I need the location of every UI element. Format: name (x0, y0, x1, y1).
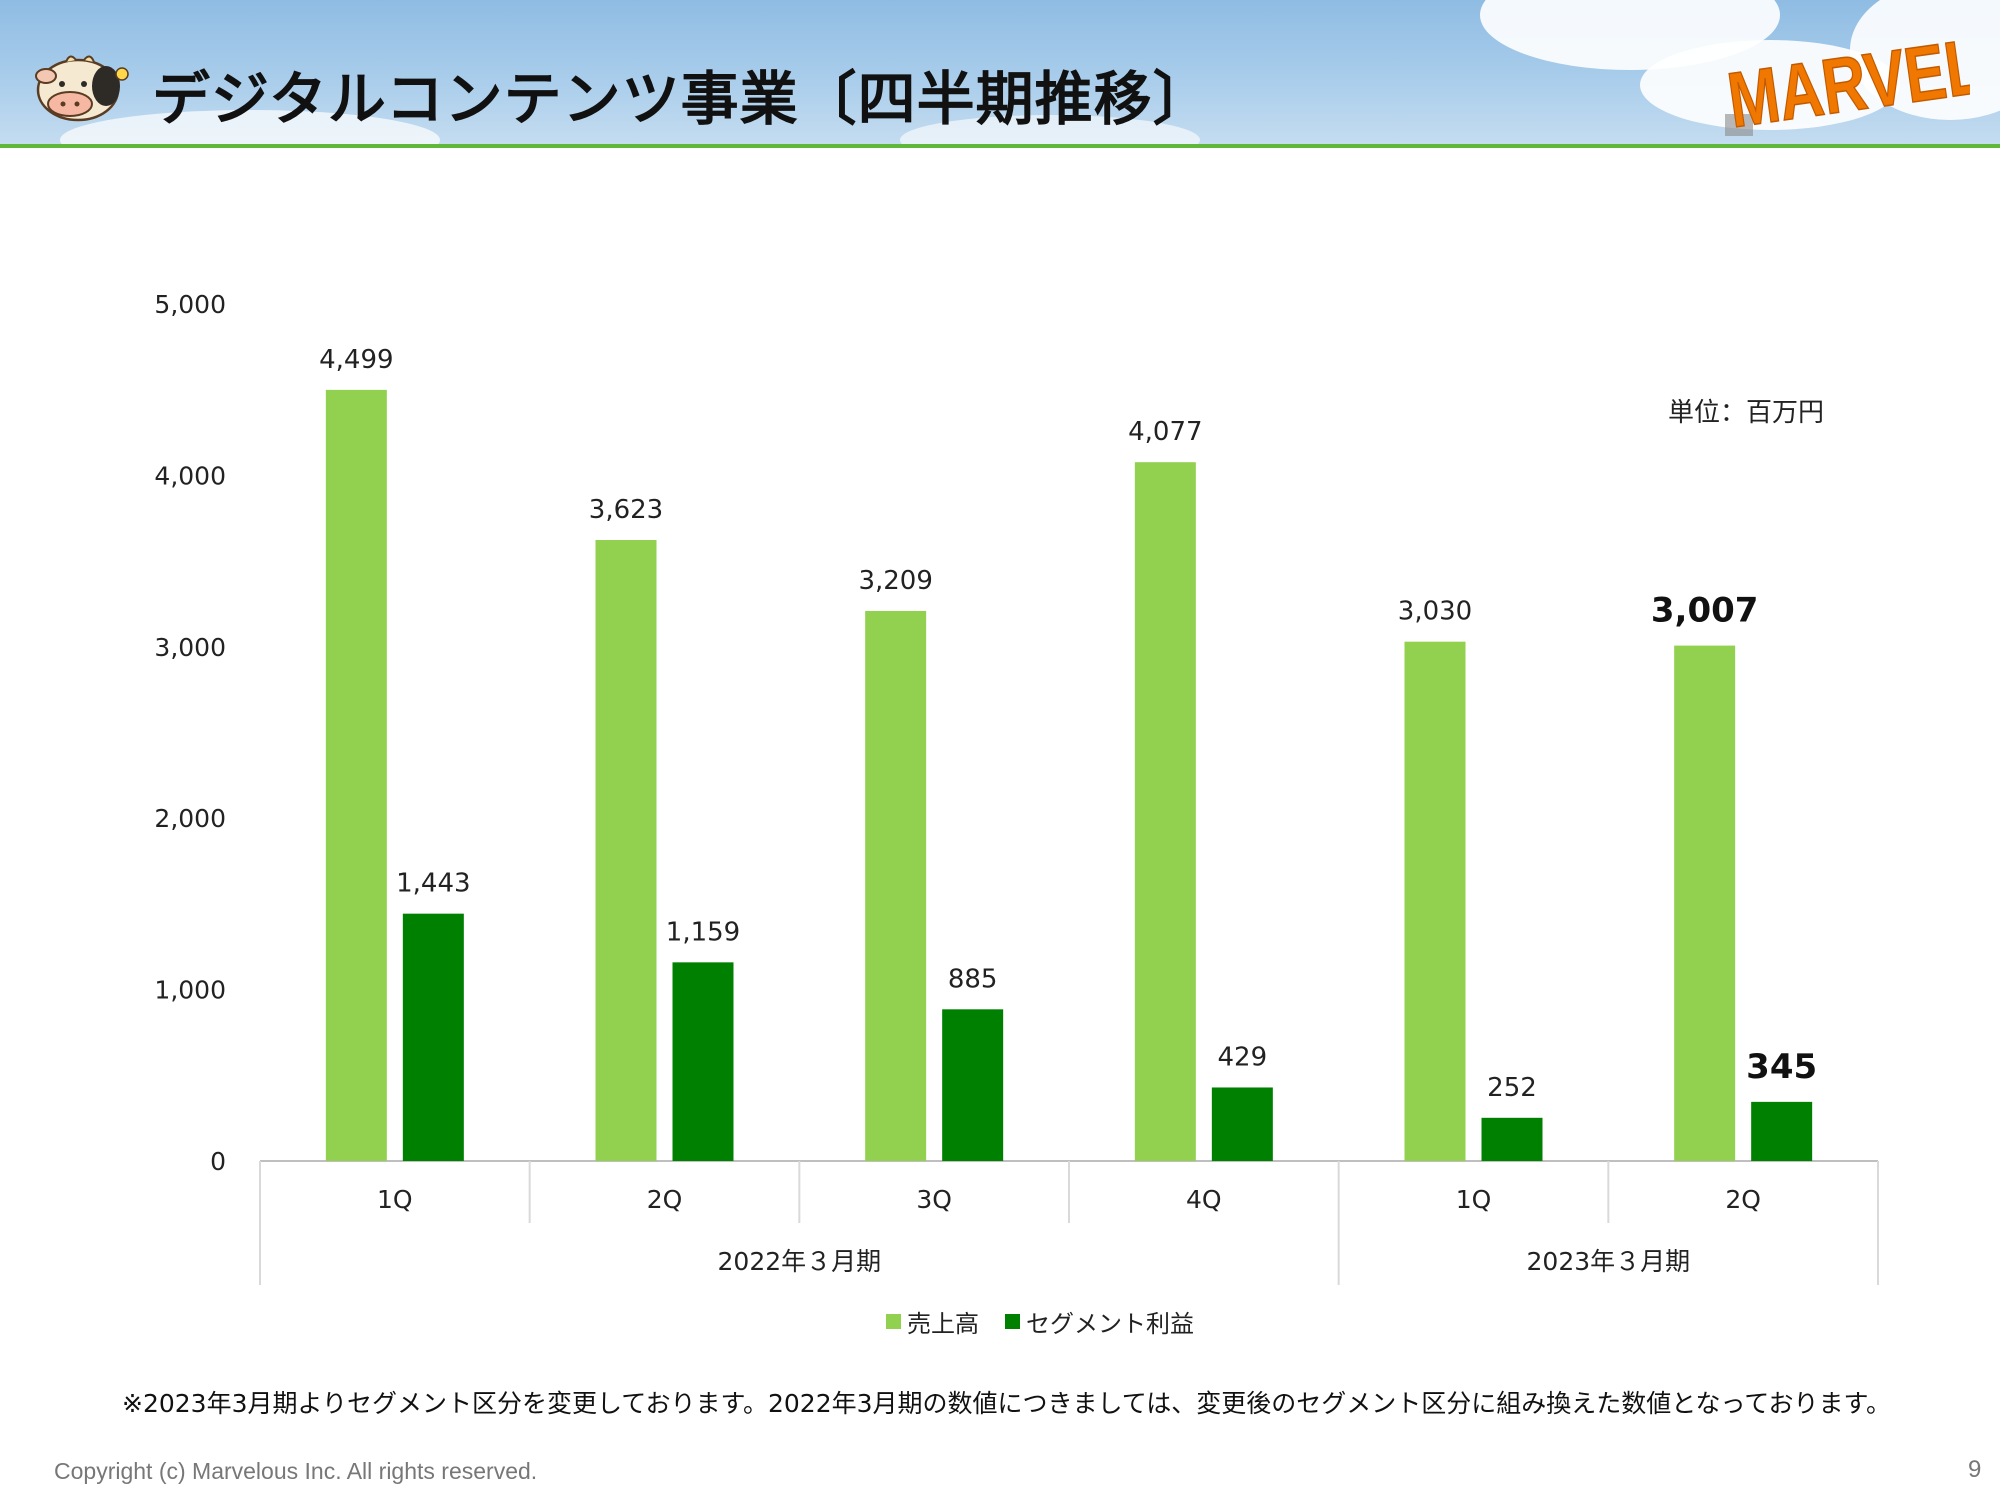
legend-swatch-sales (886, 1314, 901, 1329)
bar-segment-profit (1751, 1101, 1813, 1161)
marvelous-logo: MARVELOUS! (1722, 16, 1970, 136)
data-label-segment-profit: 345 (1746, 1047, 1817, 1087)
x-tick-label: 4Q (1186, 1185, 1222, 1214)
y-tick-label: 4,000 (154, 461, 226, 490)
data-label-sales: 4,077 (1128, 417, 1202, 447)
group-label: 2022年３月期 (718, 1247, 882, 1276)
legend-item-segment-profit: セグメント利益 (1005, 1304, 1194, 1339)
slide-header: デジタルコンテンツ事業〔四半期推移〕 MARVELOUS! (0, 0, 2000, 148)
bar-chart: 0 1,000 2,000 3,000 4,000 5,000 4,499 1,443 3,62… (154, 290, 1879, 1285)
data-label-segment-profit: 429 (1218, 1042, 1268, 1072)
x-tick-label: 1Q (1456, 1185, 1492, 1214)
data-label-segment-profit: 1,159 (666, 917, 740, 947)
bar-sales (1134, 462, 1196, 1161)
bar-sales (865, 610, 927, 1161)
bar-segment-profit (402, 913, 464, 1161)
footnote: ※2023年3月期よりセグメント区分を変更しております。2022年3月期の数値に… (122, 1389, 1892, 1418)
page-number: 9 (1968, 1456, 1982, 1483)
x-tick-label: 2Q (1725, 1185, 1761, 1214)
unit-label: 単位：百万円 (1668, 398, 1825, 428)
copyright: Copyright (c) Marvelous Inc. All rights … (54, 1458, 538, 1484)
legend-swatch-segment-profit (1005, 1314, 1020, 1329)
bar-segment-profit (1481, 1117, 1543, 1161)
data-label-sales: 3,623 (589, 495, 663, 525)
data-label-sales: 3,209 (858, 566, 932, 596)
x-tick-label: 1Q (377, 1185, 413, 1214)
y-tick-label: 0 (210, 1147, 226, 1176)
y-tick-label: 5,000 (154, 290, 226, 319)
data-label-sales: 3,030 (1398, 597, 1472, 627)
legend-item-sales: 売上高 (886, 1304, 979, 1339)
x-tick-label: 2Q (647, 1185, 683, 1214)
legend-label-segment-profit: セグメント利益 (1026, 1310, 1194, 1338)
x-tick-label: 3Q (916, 1185, 952, 1214)
data-label-segment-profit: 1,443 (396, 869, 470, 899)
data-label-segment-profit: 885 (948, 964, 998, 994)
legend-label-sales: 売上高 (907, 1310, 979, 1338)
y-tick-label: 2,000 (154, 804, 226, 833)
y-tick-label: 3,000 (154, 633, 226, 662)
bar-sales (595, 540, 657, 1161)
y-tick-label: 1,000 (154, 976, 226, 1005)
data-label-segment-profit: 252 (1487, 1073, 1537, 1103)
cow-mascot-icon (35, 55, 129, 122)
data-label-sales: 4,499 (319, 345, 393, 375)
chart-legend: 売上高 セグメント利益 (886, 1304, 1194, 1339)
bar-sales (1674, 645, 1736, 1161)
bar-segment-profit (942, 1009, 1004, 1161)
bar-sales (325, 389, 387, 1161)
bar-sales (1404, 641, 1466, 1161)
page-title: デジタルコンテンツ事業〔四半期推移〕 (152, 65, 1212, 133)
data-label-sales: 3,007 (1651, 591, 1759, 631)
bar-segment-profit (1211, 1087, 1273, 1161)
svg-text:MARVELOUS!: MARVELOUS! (1723, 16, 1970, 136)
group-label: 2023年３月期 (1527, 1247, 1691, 1276)
bar-segment-profit (672, 962, 734, 1161)
